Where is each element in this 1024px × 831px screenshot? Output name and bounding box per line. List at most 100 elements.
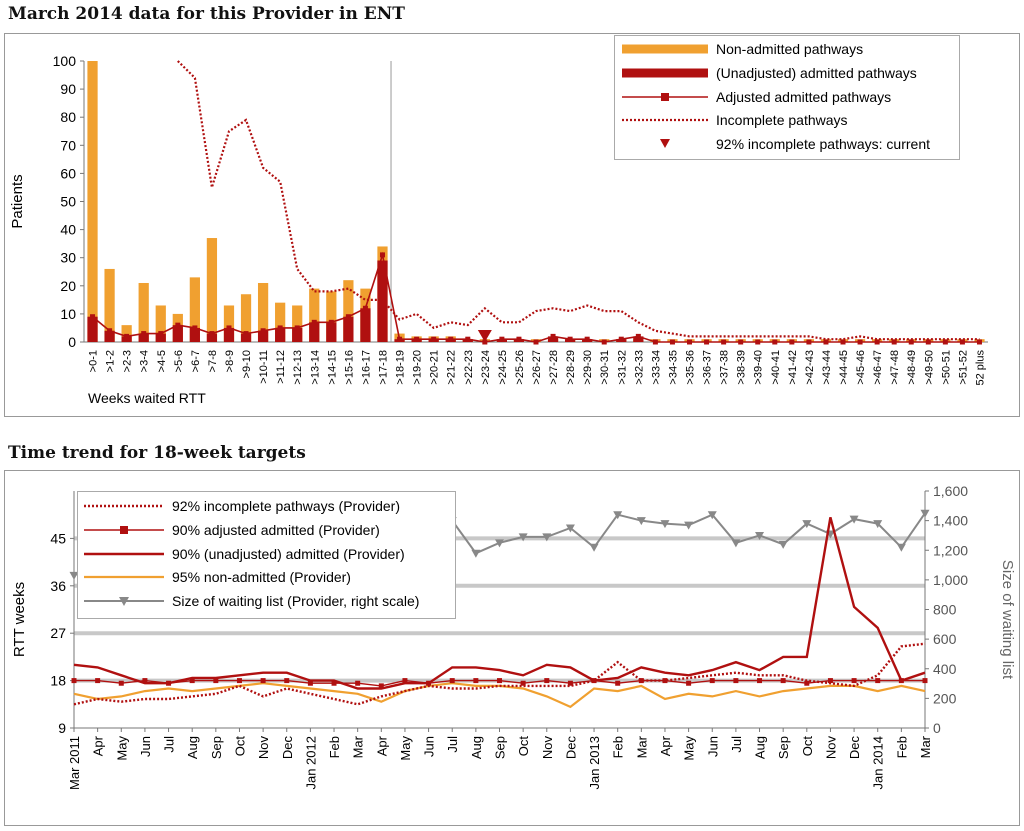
chart1-x-tick-label: >22-23 [463, 350, 475, 385]
adjusted-admitted-marker [497, 678, 502, 684]
waiting-times-distribution-chart: 0 10 20 30 40 50 60 70 80 90 100 Patients >0-1 >1-2 >2… [4, 33, 1020, 417]
adjusted-admitted-marker [294, 325, 300, 331]
adjusted-admitted-marker [874, 339, 880, 345]
chart1-y-tick-label: 70 [60, 137, 76, 153]
chart1-y-tick-label: 60 [60, 165, 76, 181]
adjusted-admitted-marker [397, 336, 403, 342]
chart1-x-tick-label: >14-15 [326, 350, 338, 385]
chart1-x-tick-label: >7-8 [207, 350, 219, 372]
adjusted-admitted-marker [662, 678, 668, 684]
chart1-x-tick-label: >45-46 [855, 350, 867, 385]
waiting-list-marker [660, 520, 670, 529]
adjusted-admitted-marker [567, 680, 573, 686]
chart1-x-tick-label: >6-7 [190, 350, 202, 372]
adjusted-admitted-marker [449, 678, 455, 684]
chart1-x-tick-label: >5-6 [173, 350, 185, 372]
chart2-y-tick-label: 18 [50, 673, 66, 689]
legend-swatch-adjusted-marker [120, 526, 128, 534]
chart1-x-tick-label: >24-25 [497, 350, 509, 385]
legend-swatch-waiting-list-marker [119, 597, 129, 606]
adjusted-admitted-marker [142, 678, 148, 684]
admitted-bar [189, 327, 200, 342]
time-trend-chart: 9 18 27 36 45 0 200 400 600 800 1,000 1,200 1,400 1,6… [4, 470, 1020, 826]
adjusted-admitted-marker [669, 339, 675, 345]
chart2-x-tick-label: Nov [256, 736, 271, 760]
chart2-x-tick-label: May [682, 736, 697, 761]
waiting-list-marker [495, 539, 504, 548]
chart2-x-tick-label: Mar [351, 735, 366, 758]
chart1-y-tick-label: 0 [68, 334, 76, 350]
chart1-x-tick-label: >17-18 [377, 350, 389, 385]
adjusted-admitted-marker [124, 333, 130, 339]
chart2-x-tick-label: May [114, 736, 129, 761]
non-admitted-bar [343, 280, 354, 342]
adjusted-admitted-marker [175, 322, 181, 328]
adjusted-admitted-marker [520, 680, 526, 686]
waiting-list-marker [613, 511, 623, 520]
chart1-y-tick-label: 90 [60, 81, 76, 97]
chart2-x-tick-label: Aug [469, 736, 484, 759]
adjusted-admitted-marker [780, 678, 786, 684]
chart2-x-tick-label: Feb [611, 736, 626, 758]
chart1-x-axis-label: Weeks waited RTT [88, 390, 206, 406]
admitted-bar [155, 333, 166, 342]
waiting-list-marker [920, 509, 930, 518]
adjusted-admitted-marker [189, 678, 195, 684]
chart1-y-tick-label: 40 [60, 222, 76, 238]
chart1-legend-label: (Unadjusted) admitted pathways [716, 65, 917, 81]
admitted-bar [172, 325, 183, 342]
adjusted-admitted-marker [431, 336, 437, 342]
adjusted-admitted-marker [192, 325, 198, 331]
admitted-bar [87, 316, 98, 342]
chart1-x-tick-label: >2-3 [122, 350, 134, 372]
adjusted-admitted-marker [584, 336, 590, 342]
chart1-x-tick-label: >12-13 [292, 350, 304, 385]
adjusted-admitted-marker [908, 339, 914, 345]
adjusted-admitted-marker [687, 339, 693, 345]
adjusted-admitted-marker [851, 678, 857, 684]
admitted-bar [275, 327, 286, 342]
chart2-y2-tick-label: 400 [933, 661, 957, 677]
adjusted-admitted-marker [635, 333, 641, 339]
chart1-x-tick-label: >11-12 [275, 350, 287, 384]
adjusted-admitted-marker [378, 683, 384, 689]
chart1-y-tick-label: 20 [60, 278, 76, 294]
admitted-bar [138, 333, 149, 342]
adjusted-admitted-marker [638, 678, 644, 684]
chart2-legend-label: 90% adjusted admitted (Provider) [172, 522, 380, 538]
adjusted-admitted-marker [721, 339, 727, 345]
adjusted-admitted-marker [898, 678, 904, 684]
chart1-x-tick-label: >42-43 [804, 350, 816, 385]
adjusted-admitted-marker [925, 339, 931, 345]
legend-swatch-current [660, 139, 670, 148]
chart1-legend: Non-admitted pathways (Unadjusted) admitt… [614, 35, 960, 160]
adjusted-admitted-marker [226, 325, 232, 331]
chart2-y-axis-label: RTT weeks [11, 582, 28, 657]
non-admitted-bar [257, 282, 269, 342]
admitted-bar [309, 322, 320, 342]
chart1-x-tick-label: >47-48 [889, 350, 901, 385]
chart1-x-tick-label: >21-22 [446, 350, 458, 385]
non-admitted-bar [240, 294, 252, 342]
chart2-x-tick-label: Aug [753, 736, 768, 759]
waiting-list-marker [565, 524, 575, 533]
chart2-y2-tick-label: 800 [933, 602, 957, 618]
chart2-y2-tick-label: 0 [933, 720, 941, 736]
chart1-x-tick-label: >38-39 [736, 350, 748, 385]
adjusted-admitted-marker [942, 339, 948, 345]
non-admitted-bar [275, 302, 286, 342]
chart1-x-tick-label: >41-42 [787, 350, 799, 385]
chart1-x-tick-label: >44-45 [838, 350, 850, 385]
adjusted-admitted-marker [976, 339, 982, 345]
adjusted-admitted-marker [875, 678, 881, 684]
adjusted-admitted-marker [284, 678, 290, 684]
adjusted-admitted-marker [891, 339, 897, 345]
chart2-legend-label: 95% non-admitted (Provider) [172, 569, 351, 585]
adjusted-admitted-marker [755, 339, 761, 345]
chart2-x-tick-label: Feb [327, 736, 342, 758]
adjusted-admitted-marker [567, 336, 573, 342]
chart2-legend-label: 90% (unadjusted) admitted (Provider) [172, 546, 405, 562]
adjusted-admitted-marker [166, 680, 172, 686]
adjusted-admitted-marker [601, 339, 607, 345]
adjusted-admitted-marker [307, 680, 313, 686]
